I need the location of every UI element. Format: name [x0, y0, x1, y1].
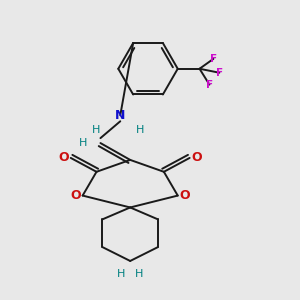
Text: H: H [135, 269, 143, 279]
Text: F: F [206, 80, 213, 90]
Text: H: H [136, 125, 144, 135]
Text: H: H [117, 269, 125, 279]
Text: F: F [216, 68, 223, 78]
Text: F: F [210, 54, 217, 64]
Text: O: O [70, 189, 81, 202]
Text: O: O [58, 152, 69, 164]
Text: H: H [92, 125, 101, 135]
Text: O: O [179, 189, 190, 202]
Text: O: O [191, 152, 202, 164]
Text: N: N [115, 109, 125, 122]
Text: H: H [78, 138, 87, 148]
